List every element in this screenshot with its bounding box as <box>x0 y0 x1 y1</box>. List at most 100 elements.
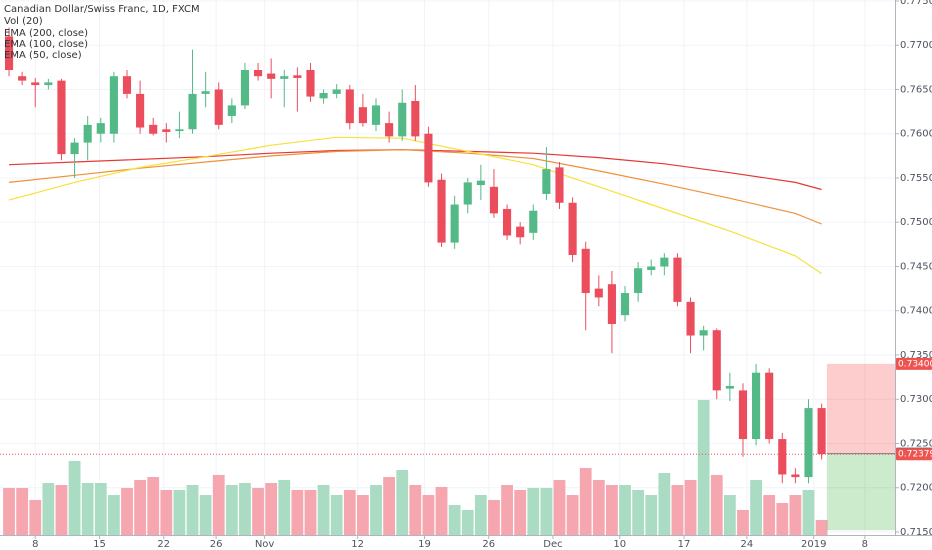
x-tick-label: 8 <box>862 539 868 550</box>
candle-body <box>634 268 643 294</box>
volume-bar <box>750 480 762 535</box>
volume-bar <box>776 503 789 535</box>
volume-bar <box>160 490 173 535</box>
candle-body <box>175 129 184 132</box>
candle-body <box>568 202 577 255</box>
volume-bar <box>147 477 160 535</box>
candle-body <box>489 186 499 214</box>
volume-bar <box>514 490 527 535</box>
volume-bar <box>304 490 317 535</box>
legend-entry: EMA (200, close) <box>4 28 88 39</box>
volume-bar <box>592 480 605 535</box>
candle-body <box>686 301 695 336</box>
target-zone <box>826 453 895 531</box>
volume-bar <box>566 495 579 535</box>
x-tick-label: 24 <box>741 539 754 550</box>
volume-bar <box>422 495 435 535</box>
candle-body <box>31 82 40 86</box>
volume-bar <box>474 495 487 535</box>
legend-entry: Vol (20) <box>4 16 43 27</box>
x-tick-label: 22 <box>157 539 170 550</box>
candle-body <box>18 76 27 81</box>
volume-bar <box>684 480 697 535</box>
candle-body <box>109 76 118 134</box>
volume-bar <box>579 468 592 535</box>
volume-bar <box>42 483 55 535</box>
candle-body <box>149 124 158 134</box>
candle-body <box>752 372 761 440</box>
price-label: 0.72379 <box>898 450 932 460</box>
x-tick-label: 10 <box>613 539 626 550</box>
volume-bar <box>317 485 330 535</box>
volume-bar <box>697 400 710 535</box>
ema-lines <box>8 136 822 275</box>
candle-body <box>280 76 289 79</box>
volume-bar <box>3 488 15 535</box>
candle-body <box>660 257 669 267</box>
candle-body <box>647 266 656 271</box>
volume-bar <box>278 480 291 535</box>
candle-body <box>791 474 800 478</box>
candle-body <box>162 129 171 132</box>
volume-bar <box>252 488 264 535</box>
candle-body <box>267 73 276 79</box>
volume-bar <box>55 485 68 535</box>
candle-body <box>463 182 472 205</box>
volume-bar <box>763 495 776 535</box>
price-label-box <box>896 357 932 370</box>
volume-bar <box>658 473 671 535</box>
candle-body <box>398 102 407 137</box>
candle-body <box>804 408 813 478</box>
volume-bar <box>225 485 238 535</box>
volume-bar <box>540 488 553 535</box>
candle-body <box>227 105 236 117</box>
volume-bar <box>212 475 225 535</box>
candle-body <box>4 36 14 71</box>
ema-line <box>8 149 822 225</box>
legend: Canadian Dollar/Swiss Franc, 1D, FXCM Vo… <box>4 4 200 61</box>
candle-body <box>476 180 485 186</box>
candle-body <box>450 204 459 243</box>
legend-entry: EMA (50, close) <box>4 50 82 61</box>
volume-bar <box>645 495 658 535</box>
candle-body <box>57 80 66 155</box>
candle-body <box>201 91 210 94</box>
volume-bar <box>173 490 186 535</box>
candle-body <box>542 169 551 194</box>
volume-bar <box>16 488 29 535</box>
x-tick-label: 15 <box>93 539 106 550</box>
volume-bar <box>501 485 513 535</box>
candle-body <box>136 93 145 128</box>
candle-body <box>293 75 302 78</box>
volume-bar <box>107 495 120 535</box>
volume-bar <box>619 485 631 535</box>
candle-body <box>306 70 315 97</box>
volume-bar <box>671 485 684 535</box>
volume-bar <box>789 495 802 535</box>
legend-title: Canadian Dollar/Swiss Franc, 1D, FXCM <box>4 4 200 15</box>
candle-body <box>699 330 708 336</box>
candle-body <box>503 208 512 236</box>
volume-bar <box>488 500 500 535</box>
candle-body <box>738 390 748 440</box>
volume-bar <box>396 470 409 535</box>
volume-bar <box>343 490 356 535</box>
volume-bar <box>186 485 199 535</box>
candle-body <box>385 123 394 137</box>
candle-body <box>371 105 381 125</box>
x-tick-label: 12 <box>351 539 364 550</box>
x-tick-label: 17 <box>678 539 691 550</box>
volume-bar <box>199 495 212 535</box>
candle-body <box>712 330 721 391</box>
